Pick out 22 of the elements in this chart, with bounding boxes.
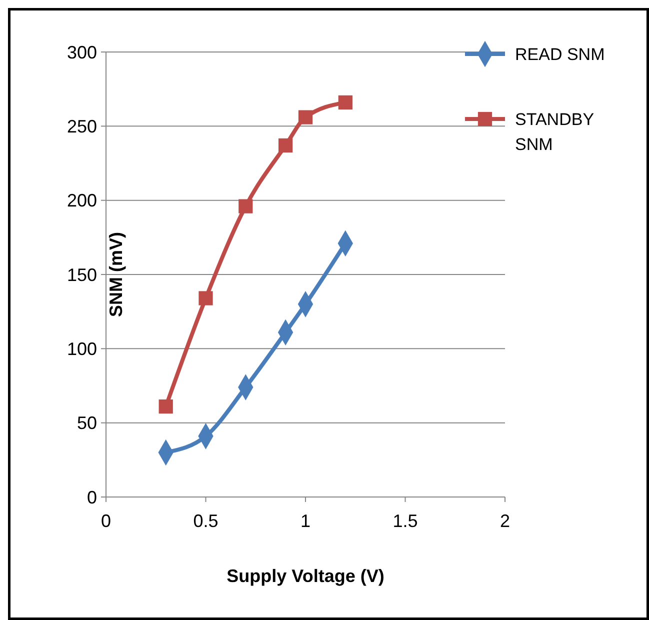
legend-label: STANDBY SNM (515, 110, 594, 154)
x-tick-label: 1.5 (392, 511, 418, 531)
y-tick-label: 0 (86, 487, 97, 508)
x-tick-label: 1 (300, 511, 311, 531)
y-tick-label: 300 (66, 42, 97, 62)
point (338, 95, 352, 110)
y-tick-label: 100 (66, 338, 97, 359)
y-axis-title: SNM (mV) (106, 232, 126, 317)
x-tick-label: 0.5 (193, 511, 218, 531)
point (238, 199, 253, 214)
point (298, 110, 313, 124)
point (198, 291, 213, 306)
y-tick-label: 50 (76, 413, 97, 434)
y-tick-label: 200 (66, 190, 97, 211)
point (158, 399, 173, 414)
y-tick-label: 250 (66, 116, 97, 136)
x-tick-label: 2 (500, 511, 510, 531)
x-tick-label: 0 (100, 511, 112, 531)
y-tick-label: 150 (66, 264, 97, 285)
point (278, 138, 293, 153)
legend-label: READ SNM (515, 44, 605, 64)
x-axis-title: Supply Voltage (V) (226, 566, 384, 586)
